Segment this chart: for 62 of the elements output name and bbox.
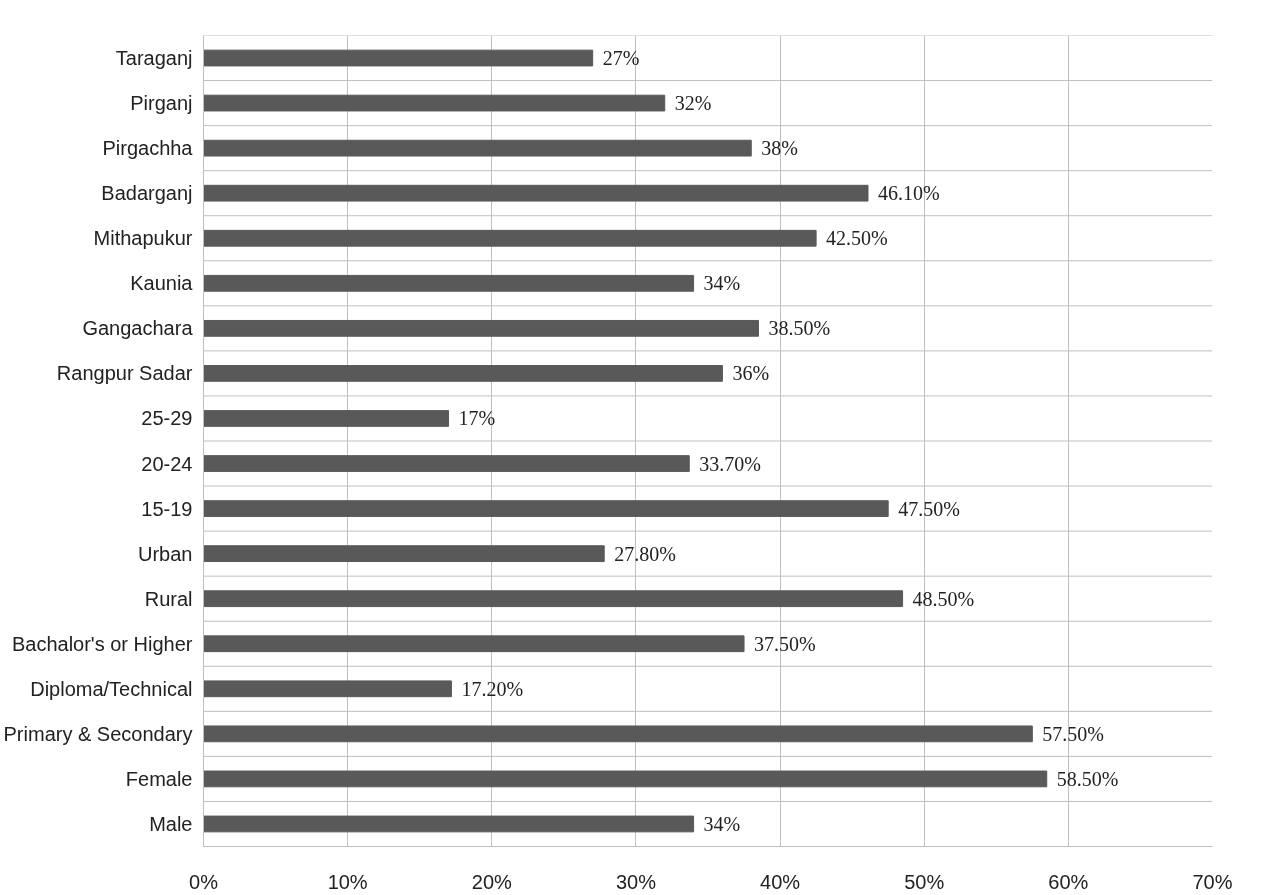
bar [203,49,594,67]
data-label: 46.10% [878,182,940,205]
y-tick-label: Mithapukur [93,227,193,250]
bar [203,365,723,382]
bar [203,815,695,833]
data-label: 27% [602,47,640,70]
data-label: 33.70% [699,452,761,475]
bar [203,500,889,517]
data-label: 57.50% [1042,722,1104,745]
y-tick-label: Pirgachha [102,137,194,160]
y-tick-label: 25-29 [141,407,193,430]
bar [203,274,695,292]
y-tick-label: Urban [138,542,193,565]
bar [203,590,904,608]
bar [203,94,666,112]
x-tick-label: 10% [327,870,368,893]
y-tick-label: Gangachara [82,317,194,340]
y-tick-label: Pirganj [130,92,193,115]
x-tick-label: 70% [1192,870,1233,893]
y-tick-label: Diploma/Technical [30,677,193,700]
y-tick-label: Bachalor's or Higher [11,632,193,655]
data-label: 48.50% [912,587,975,610]
data-label: 42.50% [826,227,888,250]
bar [203,319,759,337]
data-label: 17% [458,407,496,430]
bar [203,229,817,247]
bar [203,184,869,202]
data-label: 38% [761,137,798,160]
data-label: 34% [703,812,741,835]
y-tick-label: Rangpur Sadar [56,362,193,385]
x-tick-label: 60% [1048,870,1089,893]
bar [203,410,450,427]
y-tick-label: Female [125,767,193,790]
x-tick-label: 50% [904,870,945,893]
data-label: 32% [674,92,712,115]
data-label: 34% [703,272,741,295]
y-tick-label: Taraganj [115,47,193,70]
y-tick-label: Kaunia [130,272,194,295]
x-tick-label: 0% [189,870,219,893]
x-tick-label: 30% [615,870,657,893]
data-label: 38.50% [768,317,831,340]
data-label: 27.80% [614,542,676,565]
x-tick-label: 40% [760,870,801,893]
bar [203,725,1033,743]
bar [203,770,1048,788]
bar [203,635,745,653]
data-label: 47.50% [898,497,960,520]
bar [203,455,690,472]
data-label: 37.50% [754,632,816,655]
y-tick-label: Rural [144,587,193,610]
data-label: 36% [732,362,770,385]
data-label: 17.20% [461,677,524,700]
y-tick-label: 15-19 [141,497,193,520]
x-tick-label: 20% [471,870,513,893]
y-tick-label: Badarganj [101,182,193,205]
y-tick-label: 20-24 [141,452,193,475]
bar [203,545,605,563]
bar [203,139,752,157]
y-tick-label: Male [149,812,193,835]
bar [203,680,452,698]
y-tick-label: Primary & Secondary [3,722,193,745]
data-label: 58.50% [1056,767,1119,790]
